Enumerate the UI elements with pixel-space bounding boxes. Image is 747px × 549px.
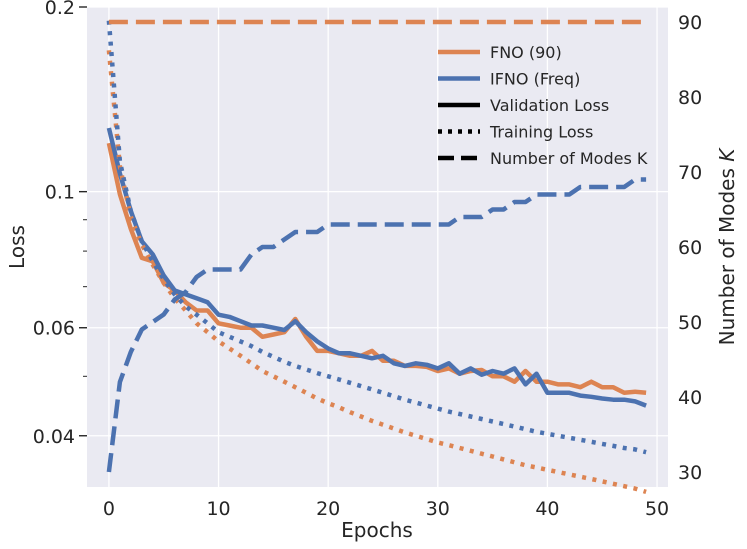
right-axis-label: Number of Modes K bbox=[715, 147, 739, 346]
x-axis-label: Epochs bbox=[341, 518, 413, 542]
series-line-ifno-freq-modes bbox=[106, 177, 647, 473]
legend-label: IFNO (Freq) bbox=[490, 70, 580, 89]
left-axis-ticks: 0.04 0.06 0.1 0.2 bbox=[33, 0, 87, 448]
right-axis-label-main: Number of Modes bbox=[715, 162, 739, 346]
series-line-ifno-freq-training bbox=[106, 20, 647, 455]
y-left-tick-label: 0.1 bbox=[45, 182, 75, 204]
y-right-tick-label: 90 bbox=[678, 12, 702, 34]
right-axis-ticks: 30 40 50 60 70 80 90 bbox=[678, 12, 702, 484]
x-tick-label: 20 bbox=[316, 498, 340, 520]
right-axis-label-italic: K bbox=[715, 147, 739, 162]
x-tick-label: 50 bbox=[645, 498, 669, 520]
series-line-ifno-freq-validation bbox=[106, 127, 647, 408]
x-tick-label: 0 bbox=[103, 498, 115, 520]
y-right-tick-label: 80 bbox=[678, 87, 702, 109]
legend-label: Number of Modes K bbox=[490, 149, 648, 168]
y-right-tick-label: 50 bbox=[678, 312, 702, 334]
legend: FNO (90) IFNO (Freq) Validation Loss Traini… bbox=[438, 43, 648, 168]
x-tick-label: 30 bbox=[426, 498, 450, 520]
y-left-tick-label: 0.04 bbox=[33, 426, 75, 448]
y-left-tick-label: 0.2 bbox=[45, 0, 75, 19]
legend-label: Validation Loss bbox=[490, 96, 609, 115]
y-right-tick-label: 30 bbox=[678, 462, 702, 484]
x-tick-label: 40 bbox=[535, 498, 559, 520]
series-layer bbox=[106, 19, 647, 495]
y-right-tick-label: 60 bbox=[678, 237, 702, 259]
left-axis-label: Loss bbox=[5, 225, 29, 269]
x-axis-ticks: 0 10 20 30 40 50 bbox=[103, 498, 669, 520]
x-tick-label: 10 bbox=[206, 498, 230, 520]
plot-background bbox=[87, 7, 668, 487]
legend-label: Training Loss bbox=[489, 123, 593, 142]
y-right-tick-label: 40 bbox=[678, 387, 702, 409]
y-right-tick-label: 70 bbox=[678, 162, 702, 184]
legend-label: FNO (90) bbox=[490, 43, 562, 62]
series-line-fno-90-training bbox=[106, 50, 647, 495]
y-left-tick-label: 0.06 bbox=[33, 318, 75, 340]
